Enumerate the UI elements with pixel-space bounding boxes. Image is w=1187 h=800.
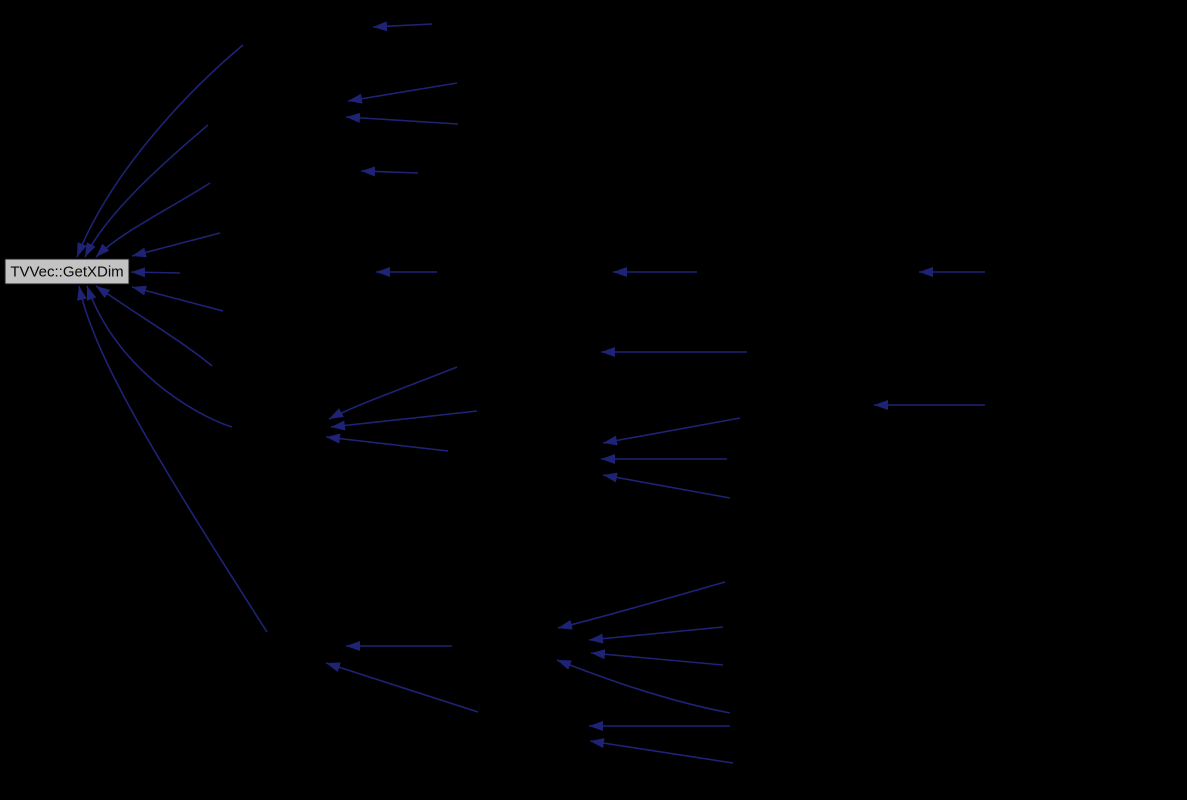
call-edge [345, 112, 459, 125]
node-label: TVVec::GetXDim [10, 264, 123, 281]
call-edge [556, 659, 731, 714]
edges-layer [76, 21, 985, 764]
call-edge [131, 232, 221, 258]
node-tvvec-getxdim: TVVec::GetXDim [4, 258, 130, 285]
call-edge [325, 662, 479, 713]
call-edge [372, 21, 433, 32]
call-edge [590, 649, 724, 666]
call-edge [130, 267, 181, 278]
call-edge [131, 285, 224, 312]
call-edge [77, 285, 268, 633]
call-edge [330, 410, 478, 431]
call-edge [325, 433, 449, 452]
call-edge [76, 44, 244, 258]
call-edge [360, 166, 419, 177]
call-edge [347, 82, 458, 104]
call-edge [84, 124, 209, 258]
call-edge [95, 182, 211, 258]
node-box [4, 258, 130, 285]
call-edge [602, 472, 731, 499]
call-edge [95, 285, 213, 367]
call-edge [602, 417, 741, 446]
call-edge [557, 581, 726, 630]
call-edge [589, 738, 734, 764]
call-edge [328, 366, 458, 420]
call-edge [86, 285, 233, 428]
call-edge [588, 626, 724, 644]
